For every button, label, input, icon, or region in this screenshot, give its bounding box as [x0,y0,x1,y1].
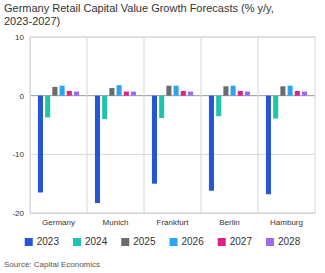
legend-label: 2023 [37,236,60,247]
legend-swatch [266,238,274,246]
x-tick: Hamburg [270,213,303,227]
bar [295,91,300,96]
legend-label: 2024 [85,236,108,247]
bar [74,92,79,96]
y-tick: -10 [12,150,30,159]
legend-label: 2025 [133,236,156,247]
grid [30,37,315,213]
legend-label: 2027 [230,236,253,247]
bar [245,92,250,96]
bar [124,92,129,96]
legend-swatch [73,238,81,246]
x-tick-label: Munich [103,218,129,227]
grid-line [30,154,315,155]
legend-label: 2026 [182,236,205,247]
x-axis: Germany Munich Frankfurt Berlin Hamburg [31,213,316,227]
chart: Germany Retail Capital Value Growth Fore… [0,0,325,273]
y-tick-label: -10 [12,150,24,159]
bar [216,96,221,117]
bar [52,87,57,96]
bar [67,91,72,96]
bar [273,96,278,119]
y-tick: -20 [12,209,30,218]
bar [174,86,179,96]
legend: 2023 2024 2025 2026 2027 2028 [25,236,301,247]
title: Germany Retail Capital Value Growth Fore… [4,2,274,27]
bar [102,96,107,119]
bar [209,96,214,191]
bar [238,91,243,96]
y-tick-label: -20 [12,209,24,218]
bar [302,92,307,96]
bar [45,96,50,118]
category-separator [201,37,202,213]
bar [131,92,136,96]
grid-line [30,95,315,96]
legend-swatch [121,238,129,246]
legend-item: 2028 [266,236,301,247]
y-axis: -20 -10 0 10 [12,33,30,218]
bar [181,91,186,96]
x-tick: Berlin [219,213,239,227]
bar [188,92,193,96]
x-tick-label: Germany [42,218,75,227]
bar [231,86,236,96]
x-tick-label: Berlin [219,218,239,227]
bars [38,85,307,203]
bar [159,96,164,118]
y-tick-label: 0 [20,92,25,101]
legend-swatch [170,238,178,246]
legend-item: 2025 [121,236,156,247]
bar [95,96,100,203]
bar [117,85,122,96]
bar [60,86,65,96]
bar [288,86,293,96]
legend-swatch [25,238,33,246]
legend-item: 2023 [25,236,60,247]
bar [166,86,171,96]
x-axis-line [31,213,316,214]
legend-label: 2028 [278,236,301,247]
legend-item: 2026 [170,236,205,247]
y-axis-line [30,38,31,214]
bar [109,88,114,96]
x-tick: Germany [42,213,75,227]
y-tick-label: 10 [15,33,24,42]
y-tick: 10 [15,33,30,42]
x-tick: Munich [103,213,129,227]
bar [38,96,43,193]
bar [223,86,228,95]
bar [266,96,271,195]
category-separator [144,37,145,213]
x-tick: Frankfurt [156,213,189,227]
x-tick-label: Frankfurt [156,218,189,227]
x-tick-label: Hamburg [270,218,303,227]
category-separator [258,37,259,213]
legend-swatch [218,238,226,246]
bar [152,96,157,184]
category-separator [87,37,88,213]
plot-frame [30,37,315,213]
bar [280,86,285,95]
y-tick: 0 [20,92,30,101]
legend-item: 2027 [218,236,253,247]
legend-item: 2024 [73,236,108,247]
source: Source: Capital Economics [4,260,100,269]
